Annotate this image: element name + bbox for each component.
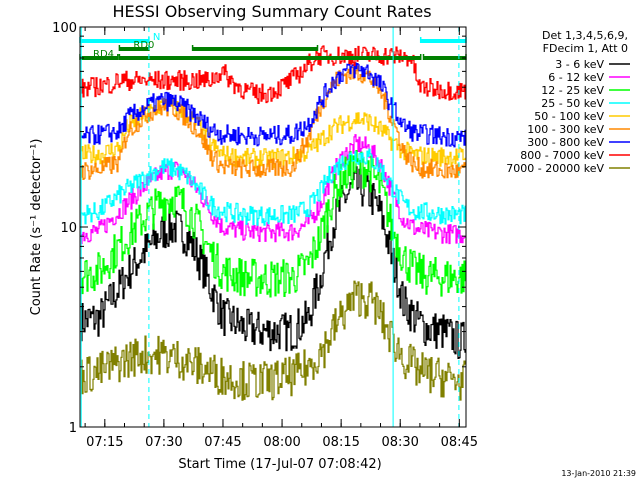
- status-segment: [119, 47, 149, 51]
- legend-label: 300 - 800 keV: [527, 136, 604, 149]
- legend-label: 800 - 7000 keV: [520, 149, 604, 162]
- y-tick-label: 100: [52, 21, 77, 36]
- series-layer: [81, 45, 466, 401]
- x-tick-label: 08:00: [263, 435, 300, 450]
- legend-label: 25 - 50 keV: [541, 97, 604, 110]
- series-line: [81, 148, 466, 226]
- y-tick-label: 10: [60, 221, 77, 236]
- x-tick-label: 07:45: [204, 435, 241, 450]
- status-segment: [192, 47, 318, 51]
- x-tick-label: 07:30: [145, 435, 182, 450]
- timestamp: 13-Jan-2010 21:39: [561, 469, 636, 478]
- x-tick-label: 08:30: [381, 435, 418, 450]
- legend-label: 7000 - 20000 keV: [506, 162, 604, 175]
- legend-label: 100 - 300 keV: [527, 123, 604, 136]
- x-tick-label: 08:15: [322, 435, 359, 450]
- legend-label: 6 - 12 keV: [548, 71, 604, 84]
- legend-label: 50 - 100 keV: [534, 110, 604, 123]
- series-line: [81, 61, 466, 180]
- series-line: [81, 134, 466, 245]
- series-line: [81, 280, 466, 401]
- x-tick-label: 07:15: [86, 435, 123, 450]
- y-tick-label: 1: [69, 421, 77, 436]
- status-segment: [423, 56, 466, 60]
- status-segment: [80, 39, 149, 43]
- status-segment: [420, 39, 466, 43]
- legend-label: 12 - 25 keV: [541, 84, 604, 97]
- series-line: [81, 45, 466, 104]
- status-segment: [80, 56, 118, 60]
- x-axis-label: Start Time (17-Jul-07 07:08:42): [178, 457, 381, 472]
- series-line: [81, 166, 466, 359]
- status-label: RD4: [93, 49, 114, 60]
- series-line: [81, 60, 466, 148]
- y-axis-label: Count Rate (s⁻¹ detector⁻¹): [29, 139, 44, 316]
- status-label: N: [153, 32, 160, 43]
- x-tick-label: 08:45: [441, 435, 478, 450]
- series-line: [81, 150, 466, 298]
- legend-header: FDecim 1, Att 0: [543, 42, 628, 55]
- status-label: RD0: [133, 40, 154, 51]
- legend-header: Det 1,3,4,5,6,9,: [542, 29, 628, 42]
- chart-title: HESSI Observing Summary Count Rates: [112, 2, 431, 21]
- axis-ticks: 07:15 07:30 07:45 08:00 08:15 08:30 08:45 1 10 10…: [52, 21, 478, 450]
- legend: Det 1,3,4,5,6,9,FDecim 1, Att 0 3 - 6 keV…: [506, 29, 630, 175]
- status-segment: [119, 56, 421, 60]
- legend-label: 3 - 6 keV: [555, 58, 604, 71]
